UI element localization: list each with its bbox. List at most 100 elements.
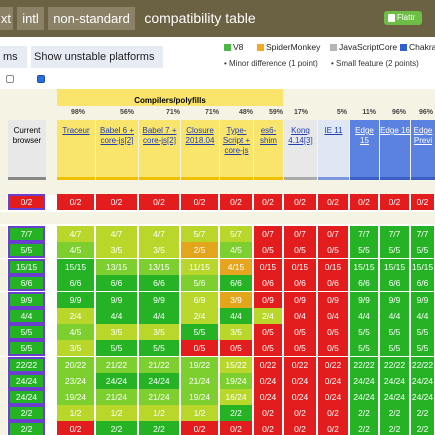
result-cell[interactable]: 13/15 <box>96 259 137 275</box>
result-cell[interactable]: 15/22 <box>220 357 252 373</box>
result-cell[interactable]: 0/2 <box>8 194 45 210</box>
result-cell[interactable]: 7/7 <box>380 226 409 242</box>
result-cell[interactable]: 0/2 <box>181 421 218 435</box>
result-cell[interactable]: 24/24 <box>411 389 434 405</box>
tab-compatibility-table[interactable]: compatibility table <box>144 10 256 26</box>
result-cell[interactable]: 6/6 <box>350 275 378 291</box>
result-cell[interactable]: 2/2 <box>8 421 45 435</box>
result-cell[interactable]: 0/2 <box>96 194 137 210</box>
result-cell[interactable]: 0/24 <box>284 389 316 405</box>
result-cell[interactable]: 4/7 <box>139 226 179 242</box>
result-cell[interactable]: 11/15 <box>181 259 218 275</box>
result-cell[interactable]: 3/5 <box>139 242 179 258</box>
result-cell[interactable]: 0/2 <box>57 194 94 210</box>
result-cell[interactable]: 0/5 <box>318 324 348 340</box>
result-cell[interactable]: 0/24 <box>254 389 282 405</box>
column-header-link[interactable]: Type-Script + core-js <box>222 126 251 155</box>
result-cell[interactable]: 2/2 <box>350 405 378 421</box>
result-cell[interactable]: 0/5 <box>284 242 316 258</box>
result-cell[interactable]: 2/4 <box>254 308 282 324</box>
result-cell[interactable]: 2/2 <box>8 405 45 421</box>
result-cell[interactable]: 24/24 <box>380 389 409 405</box>
result-cell[interactable]: 0/5 <box>254 324 282 340</box>
result-cell[interactable]: 0/15 <box>284 259 316 275</box>
result-cell[interactable]: 0/7 <box>254 226 282 242</box>
result-cell[interactable]: 4/4 <box>96 308 137 324</box>
result-cell[interactable]: 0/5 <box>220 340 252 356</box>
result-cell[interactable]: 3/5 <box>96 242 137 258</box>
result-cell[interactable]: 0/24 <box>284 373 316 389</box>
column-header[interactable]: Type-Script + core-js <box>220 120 253 180</box>
result-cell[interactable]: 6/6 <box>57 275 94 291</box>
column-header-link[interactable]: Edge 15 <box>355 126 374 145</box>
result-cell[interactable]: 7/7 <box>350 226 378 242</box>
result-cell[interactable]: 0/2 <box>254 194 282 210</box>
result-cell[interactable]: 5/5 <box>380 340 409 356</box>
column-header-link[interactable]: Babel 7 + core-js[2] <box>142 126 177 145</box>
result-cell[interactable]: 7/7 <box>411 226 434 242</box>
result-cell[interactable]: 5/5 <box>8 324 45 340</box>
result-cell[interactable]: 0/2 <box>254 421 282 435</box>
result-cell[interactable]: 5/7 <box>220 226 252 242</box>
result-cell[interactable]: 0/6 <box>254 275 282 291</box>
result-cell[interactable]: 0/6 <box>284 275 316 291</box>
result-cell[interactable]: 4/5 <box>57 242 94 258</box>
result-cell[interactable]: 1/2 <box>96 405 137 421</box>
result-cell[interactable]: 0/5 <box>318 242 348 258</box>
column-header[interactable]: Edge 16 <box>380 120 410 180</box>
result-cell[interactable]: 1/2 <box>57 405 94 421</box>
result-cell[interactable]: 0/15 <box>254 259 282 275</box>
result-cell[interactable]: 5/5 <box>411 324 434 340</box>
result-cell[interactable]: 6/6 <box>96 275 137 291</box>
result-cell[interactable]: 0/2 <box>380 194 409 210</box>
result-cell[interactable]: 4/7 <box>57 226 94 242</box>
result-cell[interactable]: 0/2 <box>220 194 252 210</box>
result-cell[interactable]: 6/6 <box>220 275 252 291</box>
result-cell[interactable]: 0/22 <box>318 357 348 373</box>
column-header-link[interactable]: Babel 6 + core-js[2] <box>99 126 135 145</box>
tab-intl[interactable]: intl <box>17 7 44 30</box>
column-header-link[interactable]: Traceur <box>62 126 90 135</box>
result-cell[interactable]: 24/24 <box>411 373 434 389</box>
result-cell[interactable]: 2/2 <box>96 421 137 435</box>
result-cell[interactable]: 5/5 <box>380 324 409 340</box>
result-cell[interactable]: 0/6 <box>318 275 348 291</box>
result-cell[interactable]: 24/24 <box>96 373 137 389</box>
result-cell[interactable]: 5/5 <box>411 242 434 258</box>
column-header-link[interactable]: Closure 2018.04 <box>185 126 215 145</box>
result-cell[interactable]: 0/9 <box>318 292 348 308</box>
result-cell[interactable]: 22/22 <box>8 357 45 373</box>
result-cell[interactable]: 22/22 <box>411 357 434 373</box>
result-cell[interactable]: 2/2 <box>380 421 409 435</box>
result-cell[interactable]: 24/24 <box>8 373 45 389</box>
result-cell[interactable]: 5/5 <box>350 324 378 340</box>
result-cell[interactable]: 0/22 <box>284 357 316 373</box>
result-cell[interactable]: 0/5 <box>284 340 316 356</box>
result-cell[interactable]: 4/5 <box>57 324 94 340</box>
result-cell[interactable]: 2/4 <box>57 308 94 324</box>
result-cell[interactable]: 0/2 <box>318 194 348 210</box>
result-cell[interactable]: 22/22 <box>380 357 409 373</box>
result-cell[interactable]: 21/24 <box>139 389 179 405</box>
result-cell[interactable]: 2/2 <box>139 421 179 435</box>
column-header-link[interactable]: es6-shim <box>260 126 277 145</box>
result-cell[interactable]: 19/24 <box>220 373 252 389</box>
result-cell[interactable]: 0/15 <box>318 259 348 275</box>
result-cell[interactable]: 9/9 <box>57 292 94 308</box>
column-header[interactable]: es6-shim <box>254 120 283 180</box>
result-cell[interactable]: 15/15 <box>57 259 94 275</box>
result-cell[interactable]: 4/5 <box>220 242 252 258</box>
result-cell[interactable]: 3/5 <box>57 340 94 356</box>
result-cell[interactable]: 21/22 <box>139 357 179 373</box>
result-cell[interactable]: 20/22 <box>57 357 94 373</box>
result-cell[interactable]: 21/22 <box>96 357 137 373</box>
result-cell[interactable]: 0/2 <box>350 194 378 210</box>
result-cell[interactable]: 0/5 <box>254 242 282 258</box>
result-cell[interactable]: 4/15 <box>220 259 252 275</box>
result-cell[interactable]: 19/24 <box>181 389 218 405</box>
result-cell[interactable]: 2/2 <box>411 405 434 421</box>
result-cell[interactable]: 0/2 <box>254 405 282 421</box>
result-cell[interactable]: 21/24 <box>181 373 218 389</box>
result-cell[interactable]: 0/2 <box>220 421 252 435</box>
result-cell[interactable]: 15/15 <box>380 259 409 275</box>
